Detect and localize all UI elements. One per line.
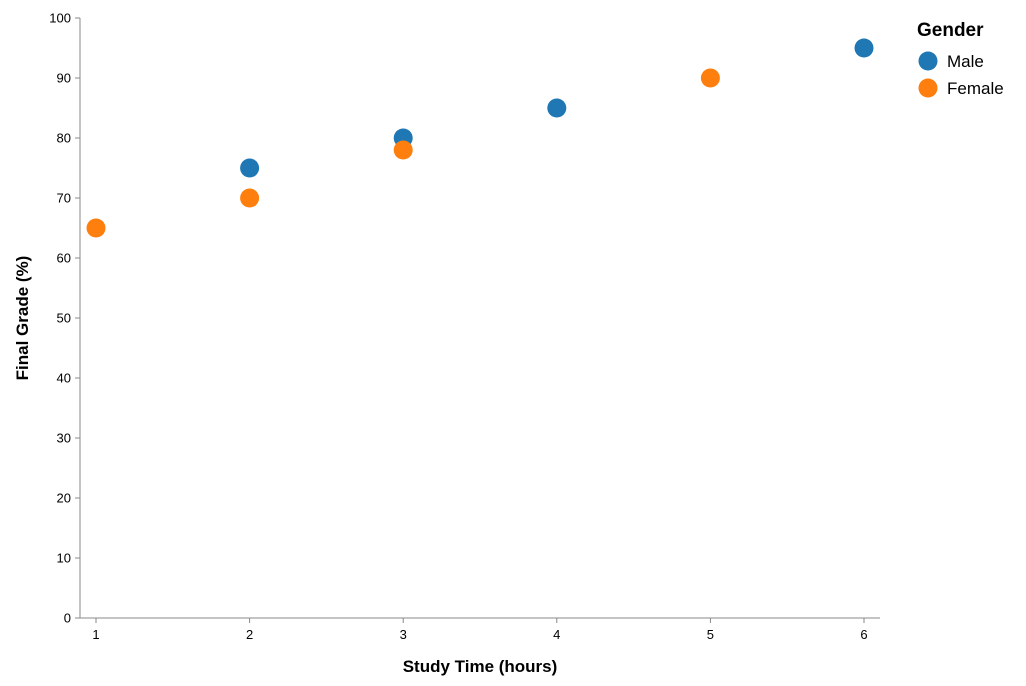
x-tick-label: 6: [860, 627, 867, 642]
x-tick-label: 1: [92, 627, 99, 642]
y-tick-label: 20: [57, 491, 71, 506]
y-axis-title: Final Grade (%): [13, 256, 32, 381]
y-tick-label: 30: [57, 431, 71, 446]
y-tick-label: 100: [49, 11, 71, 26]
legend: Gender Male Female: [917, 20, 1004, 98]
y-tick-label: 50: [57, 311, 71, 326]
y-tick-label: 40: [57, 371, 71, 386]
y-tick-label: 60: [57, 251, 71, 266]
y-axis: 0 10 20 30 40 50 60 70 80 90 100: [49, 11, 81, 626]
legend-swatch-male: [918, 51, 938, 71]
series-male: [240, 38, 874, 178]
x-tick-label: 3: [400, 627, 407, 642]
y-tick-label: 80: [57, 131, 71, 146]
data-point-female[interactable]: [86, 218, 106, 238]
legend-label-female: Female: [947, 79, 1004, 98]
data-point-female[interactable]: [240, 188, 260, 208]
data-point-male[interactable]: [547, 98, 567, 118]
data-point-female[interactable]: [700, 68, 720, 88]
y-tick-label: 0: [64, 611, 71, 626]
data-point-male[interactable]: [240, 158, 260, 178]
plot-area: [86, 38, 874, 238]
x-tick-label: 2: [246, 627, 253, 642]
x-axis: 1 2 3 4 5 6: [80, 617, 880, 642]
y-tick-label: 90: [57, 71, 71, 86]
series-female: [86, 68, 720, 238]
data-point-female[interactable]: [393, 140, 413, 160]
data-point-male[interactable]: [854, 38, 874, 58]
x-tick-label: 5: [707, 627, 714, 642]
x-axis-title: Study Time (hours): [403, 657, 558, 676]
legend-title: Gender: [917, 20, 984, 41]
y-tick-label: 70: [57, 191, 71, 206]
legend-label-male: Male: [947, 52, 984, 71]
legend-swatch-female: [918, 78, 938, 98]
y-tick-label: 10: [57, 551, 71, 566]
x-tick-label: 4: [553, 627, 560, 642]
